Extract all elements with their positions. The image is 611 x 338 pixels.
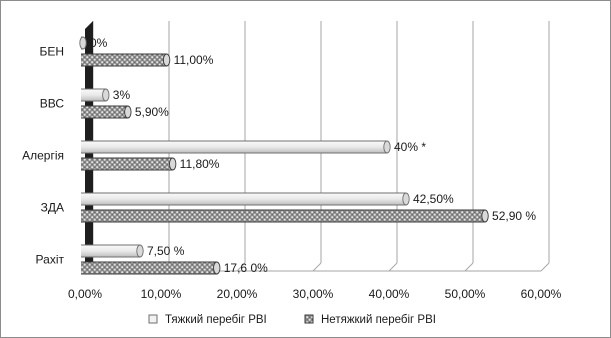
bar-nonsevere	[81, 209, 489, 223]
data-labels: 0% 11,00% 3% 5,90% 40% * 11,80% 42,50% 52,90 % 7…	[90, 36, 536, 275]
data-label: 42,50%	[413, 192, 454, 206]
bar-nonsevere	[81, 105, 132, 119]
data-label: 7,50 %	[147, 244, 185, 258]
legend-swatch	[148, 314, 158, 324]
x-tick-label: 30,00%	[293, 287, 334, 301]
legend-label: Нетяжкий перебіг РВІ	[321, 314, 436, 326]
y-tick-label: БЕН	[39, 45, 64, 59]
data-label: 40% *	[394, 140, 426, 154]
floor-tick	[540, 262, 550, 272]
x-tick-label: 0,00%	[68, 287, 102, 301]
x-axis-labels: 0,00% 10,00% 20,00% 30,00% 40,00% 50,00% 60,00…	[68, 287, 562, 301]
x-tick-label: 50,00%	[445, 287, 486, 301]
legend: Тяжкий перебіг РВІ Нетяжкий перебіг РВІ	[148, 314, 436, 326]
legend-label: Тяжкий перебіг РВІ	[165, 314, 267, 326]
x-tick-label: 60,00%	[521, 287, 562, 301]
data-label: 5,90%	[135, 105, 169, 119]
bars	[79, 36, 489, 275]
legend-swatch	[304, 314, 314, 324]
bar-severe	[81, 192, 410, 206]
legend-item-nonsevere: Нетяжкий перебіг РВІ	[304, 314, 436, 326]
bar-severe	[81, 140, 391, 154]
data-label: 52,90 %	[492, 209, 536, 223]
bar-nonsevere	[81, 261, 221, 275]
bar-nonsevere	[81, 53, 171, 67]
data-label: 17,6 0%	[224, 261, 268, 275]
bar-severe	[79, 36, 87, 50]
floor-tick	[388, 262, 398, 272]
bar-severe	[81, 88, 110, 102]
floor-tick	[464, 262, 474, 272]
y-tick-label: ЗДА	[41, 201, 64, 215]
floor-tick	[236, 262, 246, 272]
bar-severe	[81, 244, 144, 258]
y-tick-label: Алергія	[22, 149, 64, 163]
y-tick-label: Рахіт	[36, 253, 65, 267]
x-tick-label: 20,00%	[217, 287, 258, 301]
data-label: 11,80%	[180, 157, 220, 171]
bar-nonsevere	[81, 157, 177, 171]
x-tick-label: 10,00%	[141, 287, 182, 301]
data-label: 3%	[113, 88, 131, 102]
y-tick-label: ВВС	[40, 97, 65, 111]
y-axis-labels: БЕН ВВС Алергія ЗДА Рахіт	[22, 45, 64, 267]
data-label: 0%	[90, 36, 108, 50]
x-tick-label: 40,00%	[369, 287, 410, 301]
data-label: 11,00%	[174, 53, 214, 67]
floor-tick	[312, 262, 322, 272]
legend-item-severe: Тяжкий перебіг РВІ	[148, 314, 267, 326]
